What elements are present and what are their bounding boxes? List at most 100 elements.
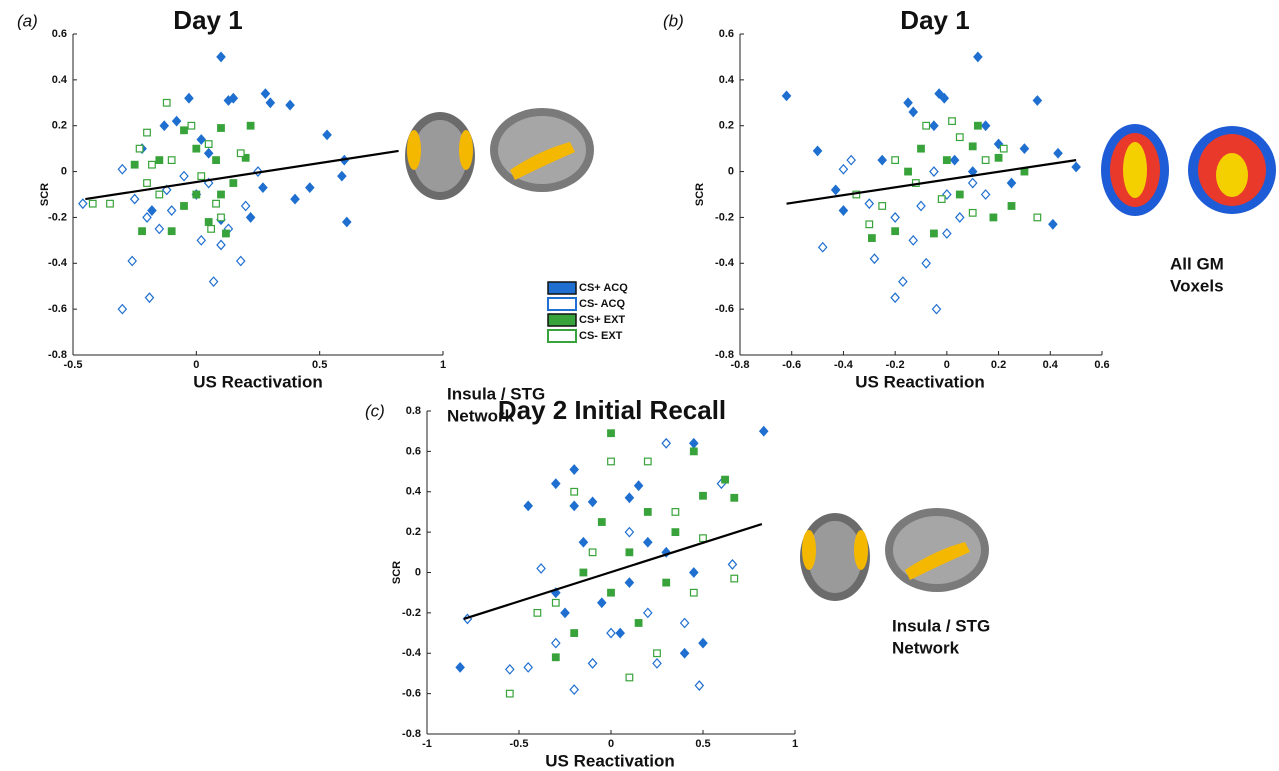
point <box>1020 144 1028 153</box>
x-tick-label: -0.6 <box>782 359 801 371</box>
point <box>139 228 146 235</box>
y-axis-label: SCR <box>694 183 706 206</box>
annotation: Network <box>892 638 960 657</box>
point <box>662 439 670 448</box>
point <box>956 191 963 198</box>
legend-label: CS- EXT <box>579 330 623 342</box>
point <box>1000 145 1007 152</box>
point <box>909 107 917 116</box>
point <box>870 254 878 263</box>
point <box>982 157 989 164</box>
point <box>681 649 689 658</box>
panel-label: (b) <box>663 11 684 30</box>
point <box>181 203 188 210</box>
point <box>507 690 514 697</box>
y-tick-label: -0.6 <box>402 688 421 700</box>
point <box>644 538 652 547</box>
point <box>223 230 230 237</box>
point <box>918 145 925 152</box>
point <box>905 168 912 175</box>
point <box>218 191 225 198</box>
point <box>168 157 175 164</box>
point <box>951 156 959 165</box>
point <box>136 145 143 152</box>
point <box>155 224 163 233</box>
point <box>217 240 225 249</box>
point <box>672 529 679 536</box>
point <box>218 125 225 132</box>
x-axis-label: US Reactivation <box>545 751 674 770</box>
point <box>700 492 707 499</box>
x-tick-label: 1 <box>792 738 798 750</box>
point <box>814 146 822 155</box>
chart-title: Day 1 <box>900 5 969 35</box>
point <box>1049 220 1057 229</box>
x-tick-label: -0.4 <box>834 359 854 371</box>
point <box>644 608 652 617</box>
point <box>323 130 331 139</box>
point <box>205 149 213 158</box>
point <box>537 564 545 573</box>
x-tick-label: 0.4 <box>1043 359 1059 371</box>
point <box>975 122 982 129</box>
point <box>866 221 873 228</box>
point <box>654 650 661 657</box>
point <box>933 305 941 314</box>
point <box>1008 203 1015 210</box>
x-tick-label: 0.5 <box>312 359 327 371</box>
point <box>653 659 661 668</box>
point <box>589 497 597 506</box>
point <box>144 129 151 136</box>
point <box>589 549 596 556</box>
point <box>625 493 633 502</box>
point <box>193 191 200 198</box>
point <box>879 203 886 210</box>
panel-label: (c) <box>365 401 385 420</box>
point <box>181 127 188 134</box>
y-tick-label: 0.2 <box>719 120 734 132</box>
point <box>118 305 126 314</box>
point <box>524 663 532 672</box>
x-tick-label: -0.5 <box>64 359 83 371</box>
legend-label: CS+ EXT <box>579 314 625 326</box>
point <box>198 173 205 180</box>
point <box>571 630 578 637</box>
y-tick-label: 0.6 <box>406 445 421 457</box>
point <box>691 589 698 596</box>
point <box>291 195 299 204</box>
point <box>570 685 578 694</box>
point <box>247 122 254 129</box>
point <box>974 52 982 61</box>
point <box>969 210 976 217</box>
point <box>197 236 205 245</box>
point <box>261 89 269 98</box>
point <box>266 98 274 107</box>
point <box>571 488 578 495</box>
point <box>217 52 225 61</box>
point <box>118 165 126 174</box>
point <box>672 509 679 516</box>
point <box>923 122 930 129</box>
point <box>570 501 578 510</box>
y-axis-label: SCR <box>39 183 51 206</box>
point <box>160 121 168 130</box>
point <box>904 98 912 107</box>
point <box>891 293 899 302</box>
point <box>635 481 643 490</box>
legend-label: CS+ ACQ <box>579 282 628 294</box>
x-axis-label: US Reactivation <box>193 372 322 391</box>
point <box>338 172 346 181</box>
y-tick-label: 0 <box>415 566 421 578</box>
legend-swatch <box>548 330 576 342</box>
point <box>180 172 188 181</box>
point <box>956 213 964 222</box>
x-axis-label: US Reactivation <box>855 372 984 391</box>
point <box>930 167 938 176</box>
point <box>213 200 220 207</box>
y-axis-label: SCR <box>391 561 403 584</box>
y-tick-label: 0.4 <box>52 74 68 86</box>
point <box>931 230 938 237</box>
point <box>208 226 215 233</box>
x-tick-label: 0.5 <box>695 738 710 750</box>
chart-title: Day 1 <box>173 5 242 35</box>
